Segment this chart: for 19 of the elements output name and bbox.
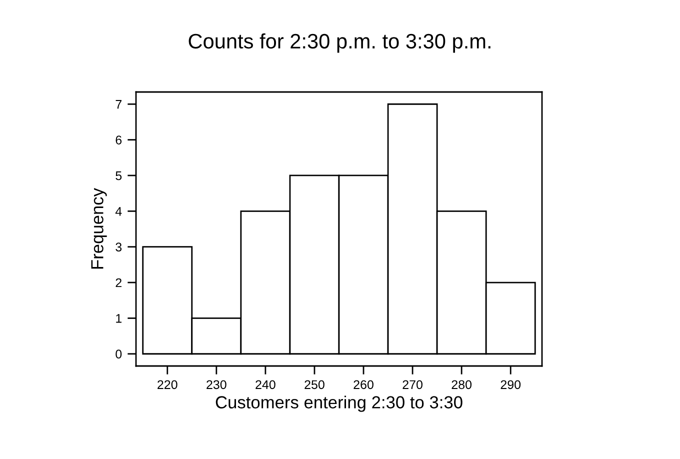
chart-title: Counts for 2:30 p.m. to 3:30 p.m. — [188, 33, 490, 53]
x-tick-label: 230 — [206, 380, 226, 390]
y-tick-label: 3 — [116, 242, 122, 252]
y-tick-label: 1 — [116, 314, 122, 323]
y-tick-label: 5 — [116, 171, 122, 180]
y-tick-label: 6 — [116, 136, 122, 144]
y-tick-label: 2 — [116, 278, 122, 288]
y-tick-label: 7 — [116, 100, 122, 109]
x-tick-label: 280 — [452, 380, 472, 390]
x-tick-label: 290 — [500, 380, 521, 390]
x-tick-label: 220 — [158, 380, 178, 390]
x-tick-label: 270 — [402, 380, 422, 390]
y-axis-title: Frequency — [91, 188, 107, 269]
x-tick-label: 250 — [304, 380, 324, 390]
x-tick-label: 240 — [256, 380, 276, 390]
x-axis-title: Customers entering 2:30 to 3:30 — [216, 396, 462, 412]
y-tick-label: 0 — [116, 350, 122, 359]
y-tick-label: 4 — [115, 207, 122, 216]
x-tick-label: 260 — [354, 380, 374, 390]
